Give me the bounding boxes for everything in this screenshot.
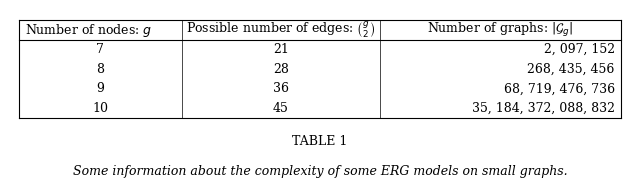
Text: TABLE 1: TABLE 1 xyxy=(292,135,348,148)
Text: 68, 719, 476, 736: 68, 719, 476, 736 xyxy=(504,82,615,95)
Text: Some information about the complexity of some ERG models on small graphs.: Some information about the complexity of… xyxy=(73,165,567,178)
Text: Number of nodes: $g$: Number of nodes: $g$ xyxy=(25,21,152,38)
Text: Number of graphs: $|\mathcal{G}_g|$: Number of graphs: $|\mathcal{G}_g|$ xyxy=(428,21,573,39)
Text: 2, 097, 152: 2, 097, 152 xyxy=(543,43,615,56)
Text: 36: 36 xyxy=(273,82,289,95)
Text: 9: 9 xyxy=(97,82,104,95)
Text: 28: 28 xyxy=(273,63,289,76)
Text: 8: 8 xyxy=(97,63,104,76)
Text: 21: 21 xyxy=(273,43,289,56)
Text: 35, 184, 372, 088, 832: 35, 184, 372, 088, 832 xyxy=(472,102,615,115)
Text: Possible number of edges: $\binom{g}{2}$: Possible number of edges: $\binom{g}{2}$ xyxy=(186,20,376,40)
Text: 268, 435, 456: 268, 435, 456 xyxy=(527,63,615,76)
Text: 45: 45 xyxy=(273,102,289,115)
Text: 7: 7 xyxy=(97,43,104,56)
Text: 10: 10 xyxy=(92,102,108,115)
